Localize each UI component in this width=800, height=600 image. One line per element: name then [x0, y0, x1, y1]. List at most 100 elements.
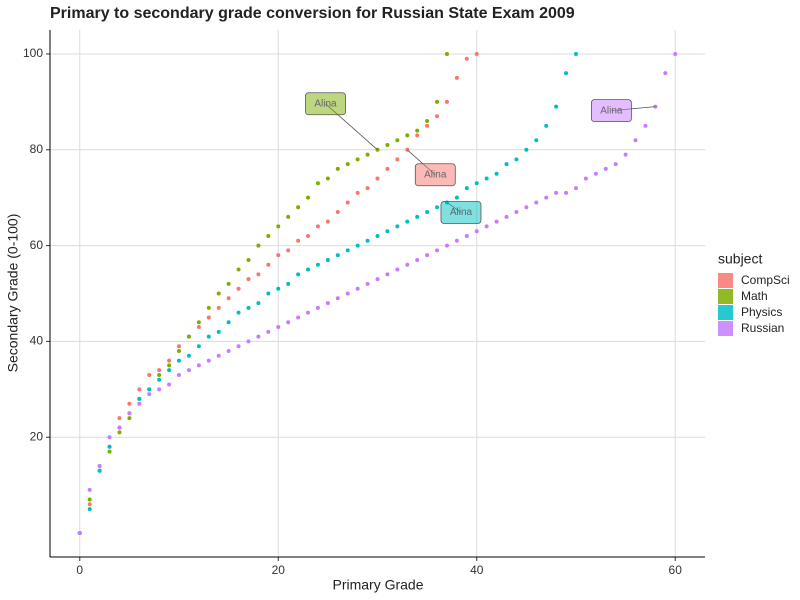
legend-key: [718, 273, 733, 288]
point: [127, 401, 132, 406]
label-box: [414, 163, 456, 187]
point: [206, 334, 211, 339]
point: [554, 104, 559, 109]
point: [395, 224, 400, 229]
point: [186, 353, 191, 358]
point: [375, 234, 380, 239]
point: [167, 382, 172, 387]
point: [375, 277, 380, 282]
point: [236, 286, 241, 291]
point: [167, 363, 172, 368]
point: [196, 344, 201, 349]
x-tick-label: 60: [669, 563, 683, 577]
point: [494, 171, 499, 176]
point: [395, 267, 400, 272]
point: [177, 348, 182, 353]
point: [544, 123, 549, 128]
point: [464, 186, 469, 191]
point: [216, 353, 221, 358]
point: [196, 320, 201, 325]
point: [87, 507, 92, 512]
point: [454, 75, 459, 80]
point: [454, 238, 459, 243]
point: [296, 272, 301, 277]
legend-key: [718, 321, 733, 336]
point: [444, 51, 449, 56]
point: [276, 286, 281, 291]
point: [573, 51, 578, 56]
point: [365, 186, 370, 191]
point: [345, 200, 350, 205]
point: [157, 368, 162, 373]
point: [345, 248, 350, 253]
point: [137, 401, 142, 406]
point: [276, 253, 281, 258]
point: [246, 277, 251, 282]
point: [206, 358, 211, 363]
point: [306, 195, 311, 200]
point: [554, 190, 559, 195]
point: [256, 301, 261, 306]
y-tick-label: 80: [30, 142, 44, 156]
point: [375, 176, 380, 181]
point: [454, 195, 459, 200]
point: [395, 138, 400, 143]
point: [345, 291, 350, 296]
legend-key: [718, 305, 733, 320]
point: [167, 358, 172, 363]
point: [425, 123, 430, 128]
point: [266, 262, 271, 267]
point: [603, 166, 608, 171]
point: [236, 310, 241, 315]
point: [246, 339, 251, 344]
y-tick-label: 100: [23, 46, 43, 60]
point: [365, 281, 370, 286]
y-tick-label: 60: [30, 238, 44, 252]
point: [504, 214, 509, 219]
point: [306, 267, 311, 272]
y-tick-label: 20: [30, 429, 44, 443]
point: [236, 344, 241, 349]
point: [256, 243, 261, 248]
point: [147, 392, 152, 397]
point: [385, 229, 390, 234]
point: [226, 281, 231, 286]
point: [186, 334, 191, 339]
x-tick-label: 20: [272, 563, 286, 577]
point: [663, 71, 668, 76]
point: [276, 224, 281, 229]
point: [345, 162, 350, 167]
point: [236, 267, 241, 272]
point: [266, 291, 271, 296]
legend-label: CompSci: [741, 273, 790, 287]
point: [355, 157, 360, 162]
point: [435, 205, 440, 210]
point: [216, 329, 221, 334]
point: [306, 234, 311, 239]
point: [226, 296, 231, 301]
point: [226, 348, 231, 353]
point: [246, 257, 251, 262]
point: [296, 315, 301, 320]
label-box: [440, 201, 482, 224]
point: [643, 123, 648, 128]
point: [325, 176, 330, 181]
point: [425, 253, 430, 258]
point: [256, 272, 261, 277]
point: [593, 171, 598, 176]
point: [196, 325, 201, 330]
point: [335, 253, 340, 258]
point: [415, 133, 420, 138]
point: [474, 51, 479, 56]
y-tick-label: 40: [30, 334, 44, 348]
point: [127, 416, 132, 421]
point-label: Alina: [600, 105, 623, 116]
point: [415, 257, 420, 262]
point: [306, 310, 311, 315]
point: [226, 320, 231, 325]
point: [534, 138, 539, 143]
point: [415, 128, 420, 133]
point: [206, 305, 211, 310]
point: [296, 238, 301, 243]
point: [583, 176, 588, 181]
